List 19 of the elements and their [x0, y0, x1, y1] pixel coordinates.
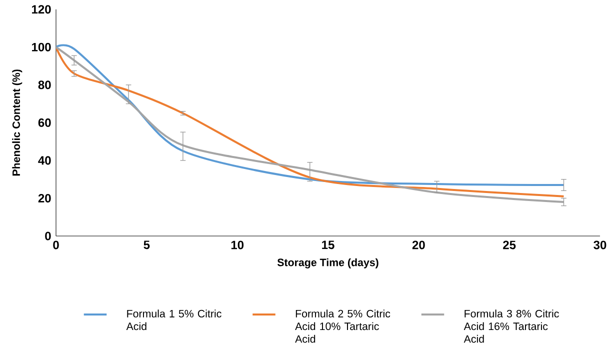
- y-axis-title: Phenolic Content (%): [12, 69, 22, 176]
- y-tick-label: 0: [45, 232, 51, 240]
- x-axis-title: Storage Time (days): [277, 258, 378, 268]
- y-tick-label: 60: [38, 118, 51, 127]
- x-tick-label: 5: [144, 240, 150, 249]
- x-tick-label: 0: [53, 240, 59, 250]
- x-tick-label: 15: [322, 240, 334, 249]
- y-tick-label: 100: [32, 42, 51, 52]
- x-tick-label: 10: [231, 240, 244, 250]
- legend-label: Formula 2 5% Citric Acid 10% Tartaric Acid: [295, 309, 390, 343]
- x-tick-label: 30: [594, 240, 606, 250]
- y-tick-label: 120: [32, 4, 51, 14]
- legend-label: Formula 1 5% Citric Acid: [126, 309, 222, 330]
- x-tick-label: 20: [412, 240, 425, 250]
- x-tick-label: 25: [503, 240, 516, 250]
- y-tick-label: 80: [38, 80, 51, 89]
- y-tick-label: 20: [38, 194, 51, 202]
- y-tick-label: 40: [38, 156, 51, 165]
- legend-label: Formula 3 8% Citric Acid 16% Tartaric Acid: [464, 309, 559, 343]
